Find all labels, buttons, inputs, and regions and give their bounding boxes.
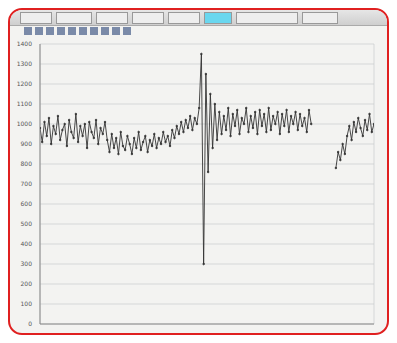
- svg-text:500: 500: [21, 220, 33, 227]
- svg-text:900: 900: [21, 140, 33, 147]
- svg-text:1200: 1200: [17, 80, 32, 87]
- svg-text:100: 100: [21, 300, 33, 307]
- svg-text:200: 200: [21, 280, 33, 287]
- svg-text:0: 0: [28, 320, 32, 327]
- svg-text:700: 700: [21, 180, 33, 187]
- svg-text:400: 400: [21, 240, 33, 247]
- svg-text:1300: 1300: [17, 60, 32, 67]
- svg-text:1100: 1100: [17, 100, 32, 107]
- svg-text:1000: 1000: [17, 120, 32, 127]
- svg-text:300: 300: [21, 260, 33, 267]
- svg-text:600: 600: [21, 200, 33, 207]
- svg-text:1400: 1400: [17, 40, 32, 47]
- svg-text:800: 800: [21, 160, 33, 167]
